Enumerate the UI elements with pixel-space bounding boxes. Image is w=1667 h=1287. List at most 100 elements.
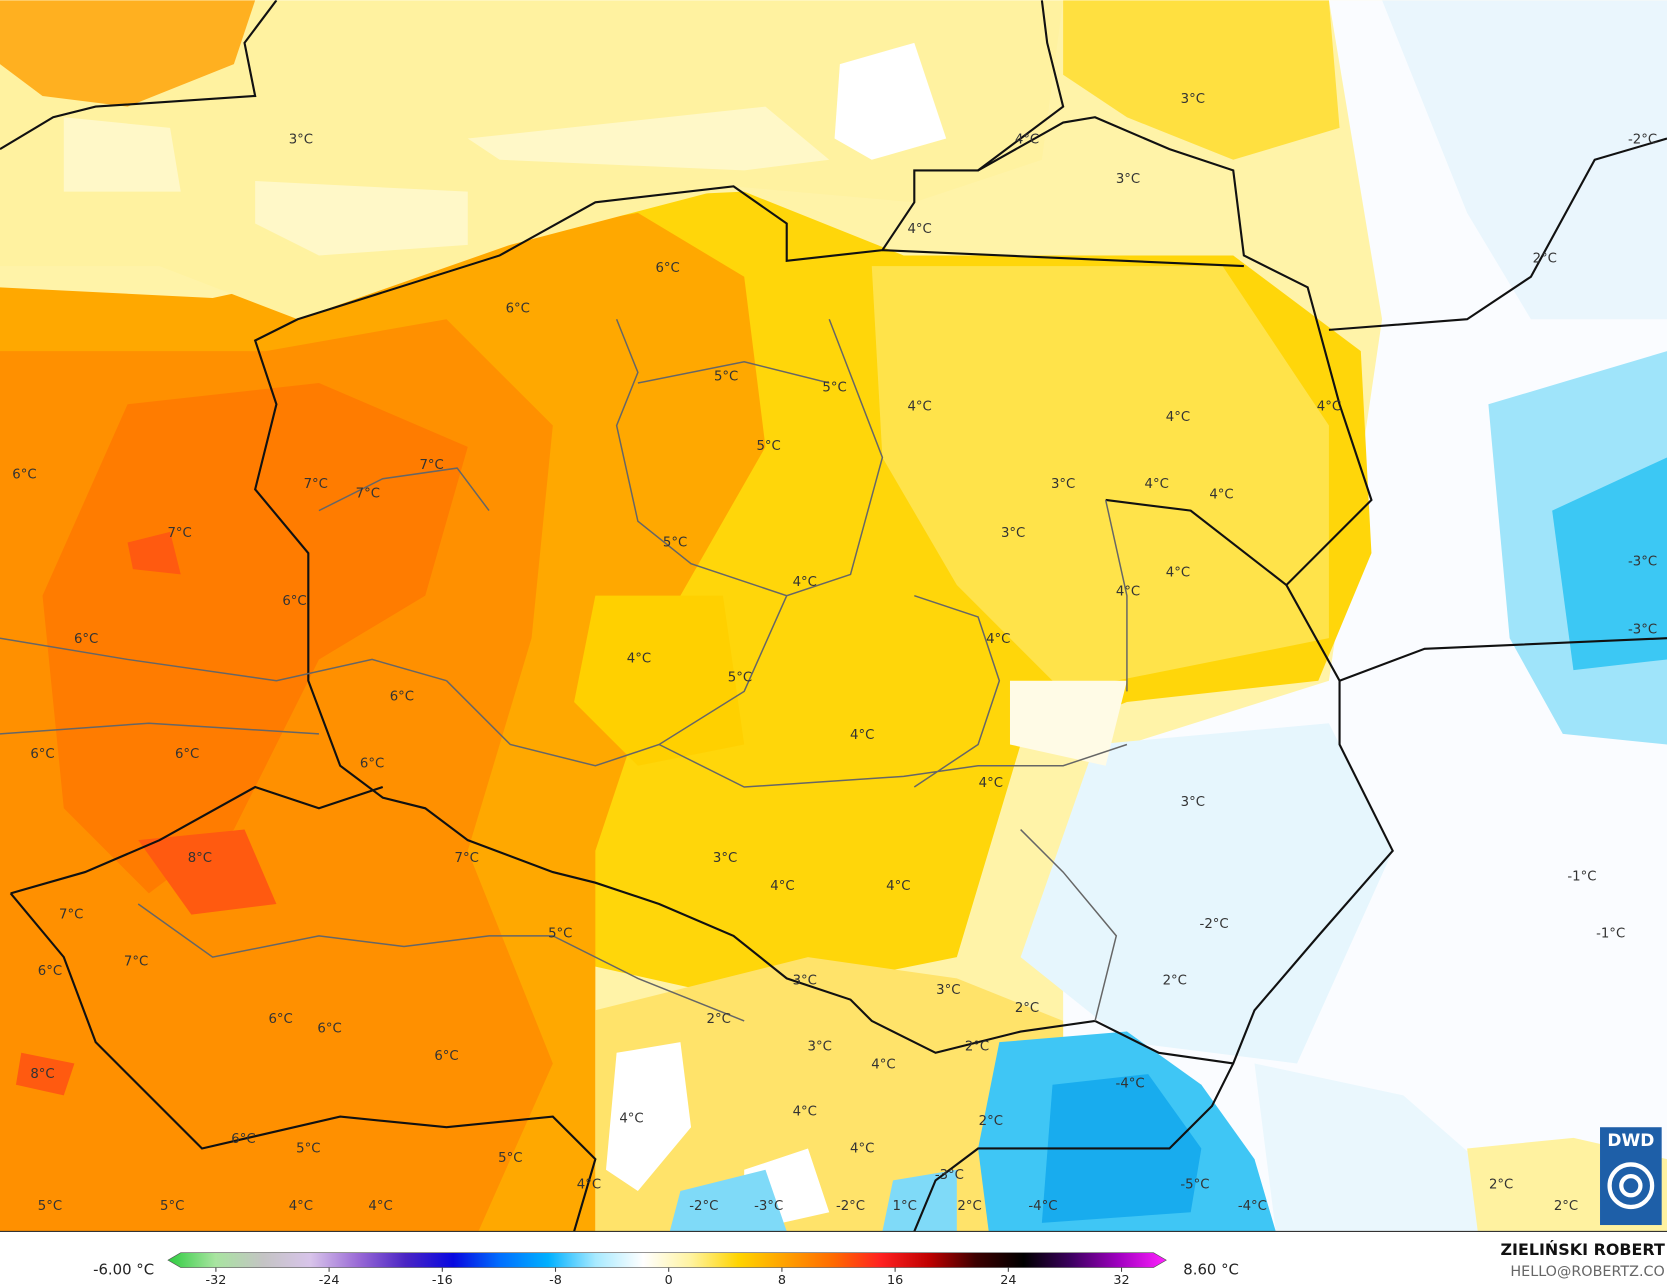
temperature-label: 6°C: [38, 964, 62, 979]
temperature-label: 5°C: [822, 380, 846, 395]
temperature-label: 6°C: [434, 1049, 458, 1064]
temperature-label: 2°C: [957, 1199, 981, 1214]
cold-area: [1020, 723, 1393, 1064]
temperature-label: 5°C: [728, 671, 752, 686]
temperature-label: 4°C: [793, 575, 817, 590]
temperature-label: 4°C: [1166, 410, 1190, 425]
temperature-label: 7°C: [356, 487, 380, 502]
temperature-label: 7°C: [167, 526, 191, 541]
temperature-label: 4°C: [907, 222, 931, 237]
map-area: [0, 0, 1667, 1232]
temperature-label: 3°C: [1051, 477, 1075, 492]
temperature-label: -1°C: [1567, 869, 1596, 884]
temperature-label: 4°C: [627, 651, 651, 666]
temperature-label: 4°C: [1209, 488, 1233, 503]
temperature-label: 3°C: [1116, 172, 1140, 187]
temperature-label: 4°C: [1015, 133, 1039, 148]
colorbar-tick-label: 32: [1113, 1273, 1129, 1287]
temperature-label: 4°C: [907, 399, 931, 414]
temperature-label: -4°C: [1116, 1077, 1145, 1092]
temperature-label: 4°C: [1145, 477, 1169, 492]
temperature-label: 5°C: [756, 439, 780, 454]
temperature-label: 2°C: [707, 1012, 731, 1027]
warm-area: [0, 0, 256, 107]
temperature-label: 4°C: [289, 1199, 313, 1214]
region-border: [0, 318, 1128, 1022]
colorbar-tick-label: -32: [205, 1273, 226, 1287]
credit-name: ZIELIŃSKI ROBERT: [1500, 1240, 1665, 1259]
temperature-label: 4°C: [770, 879, 794, 894]
temperature-label: 3°C: [808, 1039, 832, 1054]
colorbar-tick-label: -8: [549, 1273, 562, 1287]
temperature-label: 4°C: [1166, 565, 1190, 580]
temperature-label: 2°C: [1015, 1001, 1039, 1016]
temperature-label: 7°C: [124, 954, 148, 969]
temperature-label: -4°C: [1028, 1199, 1057, 1214]
temperature-label: -3°C: [1628, 623, 1657, 638]
temperature-label: 8°C: [30, 1067, 54, 1082]
warm-area: [871, 266, 1329, 692]
colorbar: -6.00 °C 8.60 °C -32 -24 -16 -8 0 8 16 24 32: [93, 1252, 1239, 1287]
colorbar-tick-label: 8: [778, 1273, 786, 1287]
temperature-label: 7°C: [419, 458, 443, 473]
logo-swirl: [1607, 1162, 1655, 1210]
temperature-label: -2°C: [1200, 917, 1229, 932]
temperature-label: 3°C: [1001, 526, 1025, 541]
temperature-label: -1°C: [1596, 927, 1625, 942]
temperature-label: -2°C: [689, 1199, 718, 1214]
temperature-label: 6°C: [360, 757, 384, 772]
colorbar-min-label: -6.00 °C: [93, 1261, 154, 1279]
temperature-label: 5°C: [548, 927, 572, 942]
warm-area: [574, 595, 745, 766]
temperature-label: 3°C: [289, 133, 313, 148]
temperature-label: 6°C: [282, 594, 306, 609]
warm-area: [42, 383, 468, 894]
colorbar-tick-label: -16: [432, 1273, 453, 1287]
temperature-label: 6°C: [175, 747, 199, 762]
colorbar-max-label: 8.60 °C: [1183, 1261, 1239, 1279]
temperature-label: 2°C: [1163, 974, 1187, 989]
temperature-label: 3°C: [793, 974, 817, 989]
temperature-label: 4°C: [886, 879, 910, 894]
temperature-label: 4°C: [850, 1141, 874, 1156]
temperature-label: -5°C: [1180, 1178, 1209, 1193]
temperature-label: 4°C: [979, 776, 1003, 791]
temperature-label: -2°C: [1628, 133, 1657, 148]
temperature-label: 2°C: [965, 1039, 989, 1054]
temperature-label: 2°C: [1554, 1199, 1578, 1214]
credit-email: HELLO@ROBERTZ.CO: [1510, 1264, 1665, 1280]
temperature-label: 3°C: [713, 851, 737, 866]
colorbar-tick-label: 0: [665, 1273, 673, 1287]
temperature-label: 5°C: [714, 370, 738, 385]
temperature-label: 4°C: [1317, 399, 1341, 414]
temperature-label: 3°C: [936, 983, 960, 998]
temperature-label: 1°C: [893, 1199, 917, 1214]
temperature-label: -4°C: [1238, 1199, 1267, 1214]
cold-area: [1382, 0, 1667, 320]
temperature-label: 5°C: [160, 1199, 184, 1214]
logo-swirl: [1619, 1174, 1643, 1198]
temperature-label: 4°C: [368, 1199, 392, 1214]
logo-text: DWD: [1607, 1131, 1654, 1151]
temperature-label: 6°C: [231, 1132, 255, 1147]
temperature-label: -3°C: [754, 1199, 783, 1214]
mountain-area: [595, 957, 1064, 1232]
temperature-label: 6°C: [268, 1012, 292, 1027]
temperature-label: 2°C: [979, 1114, 1003, 1129]
temperature-label: 4°C: [577, 1178, 601, 1193]
temperature-label: 3°C: [1181, 92, 1205, 107]
temperature-label: 4°C: [793, 1104, 817, 1119]
country-border: [253, 116, 1394, 1065]
temperature-label: 7°C: [455, 851, 479, 866]
temperature-label: 4°C: [619, 1112, 643, 1127]
colorbar-tick-label: 16: [887, 1273, 903, 1287]
temperature-label: 3°C: [1181, 795, 1205, 810]
temperature-label: 5°C: [663, 536, 687, 551]
temperature-label: 4°C: [871, 1058, 895, 1073]
temperature-label: 6°C: [74, 632, 98, 647]
sea-area: [63, 106, 830, 256]
temperature-label: 8°C: [188, 851, 212, 866]
mountain-area: [605, 1042, 830, 1232]
warm-area: [1063, 0, 1340, 160]
